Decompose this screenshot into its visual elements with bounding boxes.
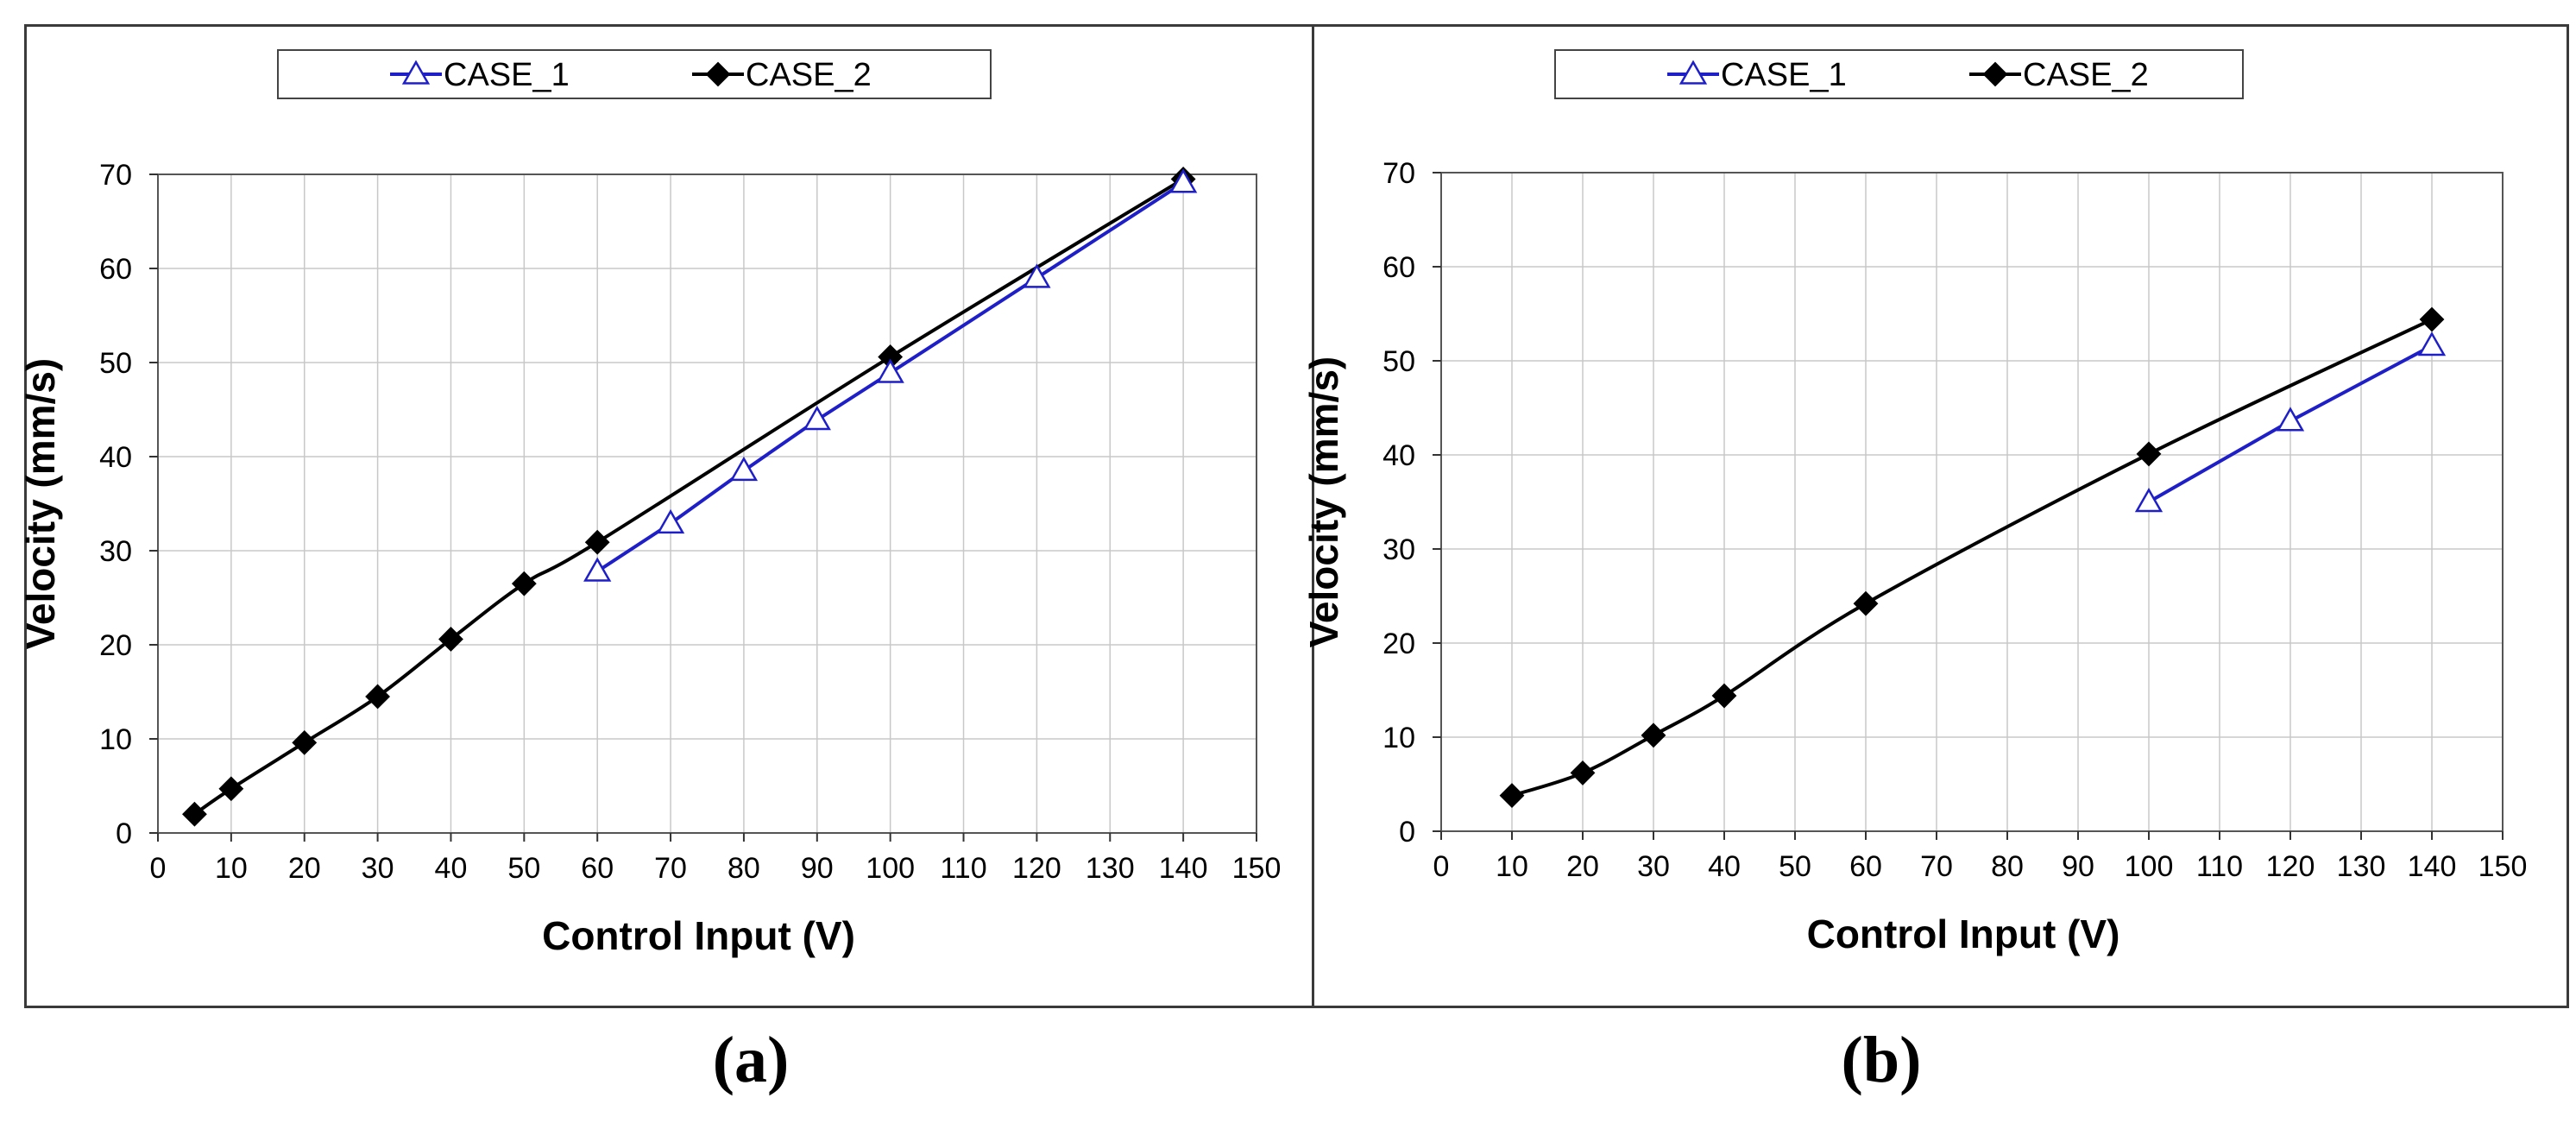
chart-a-xtick-label-0: 0	[150, 852, 167, 885]
chart-a-legend-marker-case_1	[401, 60, 431, 85]
chart-b-legend-marker-case_2	[1982, 61, 2008, 87]
chart-b-xtick-label-50: 50	[1779, 850, 1811, 883]
chart-b-point-case_2-100	[2136, 441, 2162, 467]
chart-b-point-case_2-40	[1711, 683, 1737, 709]
chart-b-ytick-label-20: 20	[1382, 628, 1415, 660]
chart-a-xtick-label-70: 70	[654, 852, 687, 885]
chart-a-legend-label-case_2: CASE_2	[746, 57, 872, 93]
chart-b-point-case_2-20	[1570, 760, 1596, 785]
chart-a-ytick-label-70: 70	[99, 159, 132, 192]
chart-a-point-case_1-60	[583, 557, 612, 582]
chart-b-ytick-label-10: 10	[1382, 722, 1415, 754]
chart-a-point-case_1-120	[1023, 263, 1051, 288]
chart-panel-b	[1312, 24, 2569, 1008]
chart-a-x-axis-label: Control Input (V)	[542, 913, 855, 958]
chart-b-plot-frame	[1440, 172, 2504, 832]
chart-a-series-case_1	[583, 168, 1198, 582]
chart-b-grid	[1440, 172, 2504, 832]
chart-b-legend-label-case_2: CASE_2	[2023, 57, 2149, 93]
chart-b-xtick-label-10: 10	[1496, 850, 1528, 883]
chart-b-xtick-label-150: 150	[2478, 850, 2528, 883]
chart-b-xtick-label-70: 70	[1920, 850, 1953, 883]
chart-b-series-case_2	[1499, 306, 2445, 808]
chart-b-xtick-label-120: 120	[2266, 850, 2315, 883]
chart-a-xtick-label-20: 20	[288, 852, 321, 885]
chart-a-ytick-label-40: 40	[99, 441, 132, 474]
chart-a-point-case_2-40	[438, 627, 463, 652]
chart-b-ytick-label-30: 30	[1382, 533, 1415, 566]
chart-b-point-case_1-100	[2134, 487, 2163, 513]
chart-b-xtick-label-90: 90	[2062, 850, 2094, 883]
chart-a-ytick-label-30: 30	[99, 535, 132, 568]
chart-b-y-axis-label: Velocity (mm/s)	[1301, 356, 1346, 647]
chart-a-xtick-label-60: 60	[581, 852, 614, 885]
chart-a-xtick-label-100: 100	[866, 852, 915, 885]
chart-a-xtick-label-110: 110	[940, 852, 986, 885]
chart-b-point-case_1-140	[2417, 331, 2447, 356]
chart-a-legend-label-case_1: CASE_1	[444, 57, 570, 93]
chart-b-x-axis-label: Control Input (V)	[1807, 912, 2120, 956]
chart-b-xtick-label-40: 40	[1708, 850, 1741, 883]
chart-a-legend: CASE_1 CASE_2	[277, 49, 992, 99]
chart-a-point-case_2-20	[292, 729, 318, 755]
chart-a-point-case_1-100	[876, 358, 904, 383]
chart-b-xtick-label-80: 80	[1991, 850, 2024, 883]
chart-b-ytick-label-60: 60	[1382, 251, 1415, 284]
chart-a-point-case_1-80	[729, 456, 759, 482]
chart-b-point-case_2-30	[1641, 722, 1666, 748]
chart-b-point-case_2-10	[1499, 783, 1525, 808]
chart-b-xtick-label-30: 30	[1637, 850, 1670, 883]
chart-b-xtick-label-20: 20	[1566, 850, 1599, 883]
chart-b-ytick-label-50: 50	[1382, 345, 1415, 378]
caption-a: (a)	[712, 1024, 790, 1096]
chart-a-point-case_2-10	[218, 776, 244, 802]
chart-a-y-axis-label: Velocity (mm/s)	[18, 358, 63, 649]
chart-a-point-case_1-90	[803, 405, 831, 431]
chart-a-xtick-label-130: 130	[1086, 852, 1135, 885]
caption-b: (b)	[1841, 1024, 1922, 1096]
chart-b-series-case_1	[2134, 331, 2447, 513]
chart-a-xtick-label-150: 150	[1232, 852, 1282, 885]
chart-a-ytick-label-0: 0	[116, 817, 132, 850]
chart-a-xtick-label-80: 80	[727, 852, 760, 885]
chart-a-point-case_2-30	[365, 684, 391, 710]
chart-b-xtick-label-130: 130	[2337, 850, 2386, 883]
chart-b-legend: CASE_1 CASE_2	[1554, 49, 2244, 99]
chart-a-xtick-label-90: 90	[801, 852, 834, 885]
chart-a-xtick-label-10: 10	[215, 852, 248, 885]
chart-b-legend-marker-case_1	[1678, 60, 1708, 85]
chart-b-legend-label-case_1: CASE_1	[1721, 57, 1847, 93]
chart-a-point-case_1-70	[656, 508, 685, 534]
chart-b-ytick-label-70: 70	[1382, 157, 1415, 190]
chart-a-xtick-label-50: 50	[507, 852, 540, 885]
chart-a-point-case_1-140	[1168, 168, 1198, 193]
chart-b-xtick-label-100: 100	[2125, 850, 2174, 883]
chart-a-legend-marker-case_2	[705, 61, 731, 87]
chart-b-line-case_2	[1511, 318, 2433, 798]
chart-a-xtick-label-120: 120	[1012, 852, 1061, 885]
chart-b-point-case_1-120	[2276, 407, 2305, 432]
chart-a-xtick-label-30: 30	[362, 852, 394, 885]
chart-a-ytick-label-10: 10	[99, 723, 132, 756]
chart-b-point-case_2-140	[2419, 306, 2445, 332]
chart-b-point-case_2-60	[1853, 590, 1879, 616]
chart-a-ytick-label-60: 60	[99, 253, 132, 286]
chart-a-point-case_2-5	[182, 801, 207, 827]
chart-b-ytick-label-0: 0	[1399, 816, 1415, 849]
chart-b-xtick-label-60: 60	[1849, 850, 1882, 883]
chart-b-xtick-label-0: 0	[1433, 850, 1450, 883]
chart-a-ytick-label-50: 50	[99, 347, 132, 380]
chart-b-xtick-label-140: 140	[2408, 850, 2457, 883]
chart-a-point-case_2-50	[511, 571, 537, 596]
chart-a-ytick-label-20: 20	[99, 629, 132, 662]
chart-a-plot-frame	[157, 173, 1257, 834]
chart-b-xtick-label-110: 110	[2196, 850, 2243, 883]
chart-a-point-case_2-60	[584, 529, 610, 555]
chart-a-series-case_2	[182, 167, 1196, 827]
chart-b-ytick-label-40: 40	[1382, 439, 1415, 472]
chart-a-xtick-label-40: 40	[435, 852, 468, 885]
chart-a-xtick-label-140: 140	[1159, 852, 1208, 885]
